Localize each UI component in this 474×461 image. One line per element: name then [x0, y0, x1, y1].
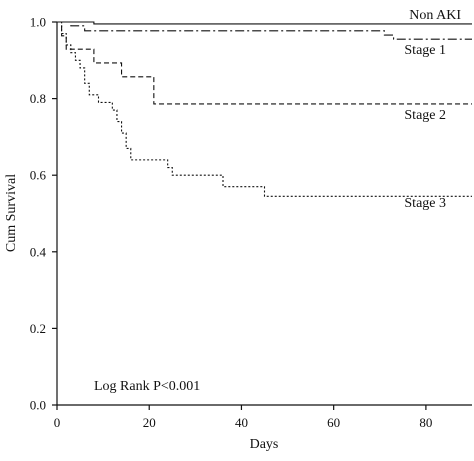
x-axis-title: Days — [250, 437, 279, 452]
series-labels: Non AKI Stage 1 Stage 2 Stage 3 — [404, 8, 461, 211]
series-label-stage-1: Stage 1 — [404, 43, 446, 58]
x-tick-label: 20 — [143, 415, 156, 430]
y-tick-label: 0.6 — [30, 168, 47, 183]
y-tick-label: 0.2 — [30, 321, 46, 336]
y-tick-label: 1.0 — [30, 15, 46, 30]
y-ticks: 0.0 0.2 0.4 0.6 0.8 1.0 — [30, 15, 57, 413]
series-label-stage-3: Stage 3 — [404, 196, 446, 211]
x-tick-label: 80 — [419, 415, 432, 430]
axes — [56, 22, 472, 406]
series-line-non-aki — [57, 21, 472, 25]
x-tick-label: 60 — [327, 415, 340, 430]
series-line-stage-2 — [57, 21, 472, 105]
series-lines — [57, 21, 472, 197]
series-label-non-aki: Non AKI — [409, 8, 461, 23]
x-tick-label: 40 — [235, 415, 248, 430]
log-rank-annotation: Log Rank P<0.001 — [94, 379, 200, 394]
series-line-stage-1 — [57, 21, 472, 40]
y-tick-label: 0.8 — [30, 91, 46, 106]
y-tick-label: 0.0 — [30, 398, 46, 413]
x-ticks: 0 20 40 60 80 — [54, 405, 432, 430]
series-label-stage-2: Stage 2 — [404, 108, 446, 123]
y-axis-title: Cum Survival — [4, 174, 19, 252]
x-tick-label: 0 — [54, 415, 61, 430]
y-tick-label: 0.4 — [30, 244, 47, 259]
